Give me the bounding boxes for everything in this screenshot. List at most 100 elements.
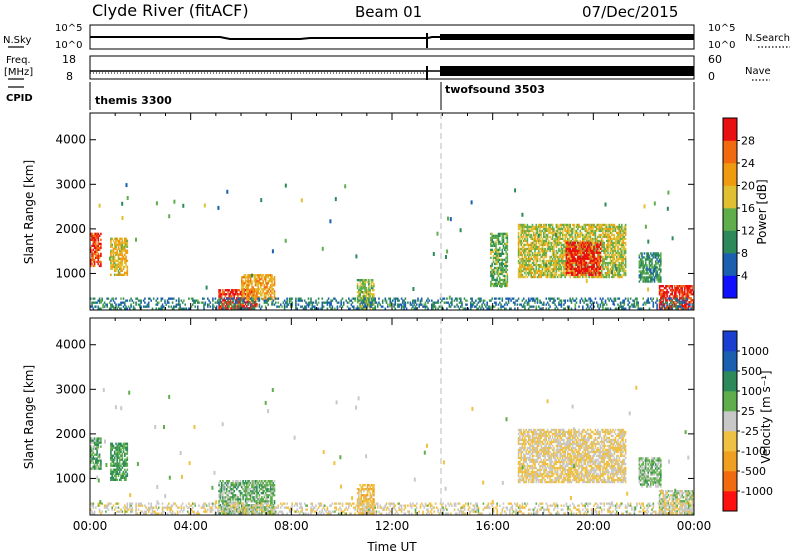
echo-cell <box>117 263 120 266</box>
echo-cell <box>140 301 142 304</box>
echo-cell <box>687 301 690 304</box>
echo-cell <box>539 263 541 267</box>
echo-cell <box>366 305 369 308</box>
echo-cell <box>113 237 116 240</box>
echo-cell <box>355 307 358 310</box>
echo-cell <box>258 282 261 285</box>
echo-cell <box>546 271 549 275</box>
echo-cell <box>554 261 556 265</box>
echo-cell <box>505 270 507 274</box>
echo-cell <box>638 307 641 310</box>
echo-cell <box>578 269 580 272</box>
echo-cell <box>545 249 548 253</box>
echo-speckle <box>615 267 618 271</box>
echo-cell <box>521 255 524 259</box>
echo-cell <box>653 264 656 267</box>
echo-cell <box>93 437 96 440</box>
echo-cell <box>564 233 566 237</box>
echo-cell <box>642 256 644 259</box>
echo-cell <box>623 229 626 233</box>
echo-cell <box>520 275 522 279</box>
echo-cell <box>539 225 541 229</box>
echo-cell <box>315 301 317 304</box>
echo-cell <box>368 287 370 290</box>
echo-cell <box>95 443 97 446</box>
echo-cell <box>569 265 571 268</box>
echo-cell <box>687 303 690 306</box>
echo-cell <box>476 307 478 310</box>
echo-cell <box>571 227 574 231</box>
echo-cell <box>538 251 540 255</box>
echo-cell <box>224 293 227 296</box>
echo-cell <box>582 225 584 229</box>
echo-cell <box>656 299 658 302</box>
echo-cell <box>639 278 642 281</box>
echo-cell <box>548 227 550 231</box>
echo-cell <box>90 453 92 456</box>
echo-cell <box>506 297 509 300</box>
echo-cell <box>687 293 690 296</box>
echo-cell <box>571 249 574 252</box>
echo-cell <box>618 237 621 241</box>
echo-cell <box>544 255 546 259</box>
echo-cell <box>588 297 590 300</box>
echo-cell <box>495 278 497 282</box>
echo-cell <box>597 247 599 250</box>
echo-cell <box>583 261 585 264</box>
echo-cell <box>519 261 521 265</box>
echo-cell <box>598 267 600 270</box>
echo-cell <box>273 282 276 285</box>
echo-cell <box>95 441 97 444</box>
echo-cell <box>614 229 617 233</box>
echo-cell <box>239 291 242 294</box>
echo-cell <box>658 258 661 261</box>
echo-cell <box>548 243 550 247</box>
echo-cell <box>551 223 554 227</box>
echo-cell <box>672 305 675 308</box>
echo-cell <box>540 265 543 269</box>
echo-cell <box>538 247 540 251</box>
echo-cell <box>592 253 594 256</box>
echo-cell <box>539 247 541 251</box>
echo-cell <box>584 225 587 229</box>
echo-cell <box>246 290 248 293</box>
echo-cell <box>569 269 571 273</box>
echo-cell <box>531 271 534 275</box>
echo-cell <box>399 303 402 306</box>
echo-cell <box>609 241 612 245</box>
echo-cell <box>541 237 544 241</box>
echo-cell <box>612 243 614 247</box>
echo-cell <box>303 307 306 310</box>
echo-cell <box>97 260 100 264</box>
echo-cell <box>203 305 205 308</box>
echo-cell <box>575 249 578 252</box>
echo-cell <box>237 305 239 308</box>
echo-cell <box>306 303 308 306</box>
echo-cell <box>499 242 501 245</box>
echo-cell <box>541 265 544 269</box>
echo-cell <box>266 292 268 295</box>
echo-cell <box>184 303 186 306</box>
echo-cell <box>673 285 676 288</box>
echo-cell <box>613 245 616 249</box>
echo-cell <box>112 257 115 260</box>
echo-cell <box>617 269 619 273</box>
echo-cell <box>124 273 126 276</box>
echo-cell <box>593 257 595 260</box>
echo-cell <box>665 297 667 300</box>
echo-cell <box>595 261 598 264</box>
echo-cell <box>207 297 209 300</box>
echo-cell <box>220 301 223 304</box>
echo-cell <box>643 276 646 279</box>
echo-cell <box>555 269 558 273</box>
echo-cell <box>257 299 259 302</box>
echo-cell <box>618 227 621 231</box>
echo-cell <box>93 252 96 255</box>
echo-cell <box>582 299 584 302</box>
echo-cell <box>614 307 617 310</box>
echo-cell <box>224 299 227 302</box>
echo-cell <box>597 267 599 271</box>
echo-cell <box>548 297 550 300</box>
echo-cell <box>449 301 452 304</box>
echo-cell <box>652 270 655 273</box>
